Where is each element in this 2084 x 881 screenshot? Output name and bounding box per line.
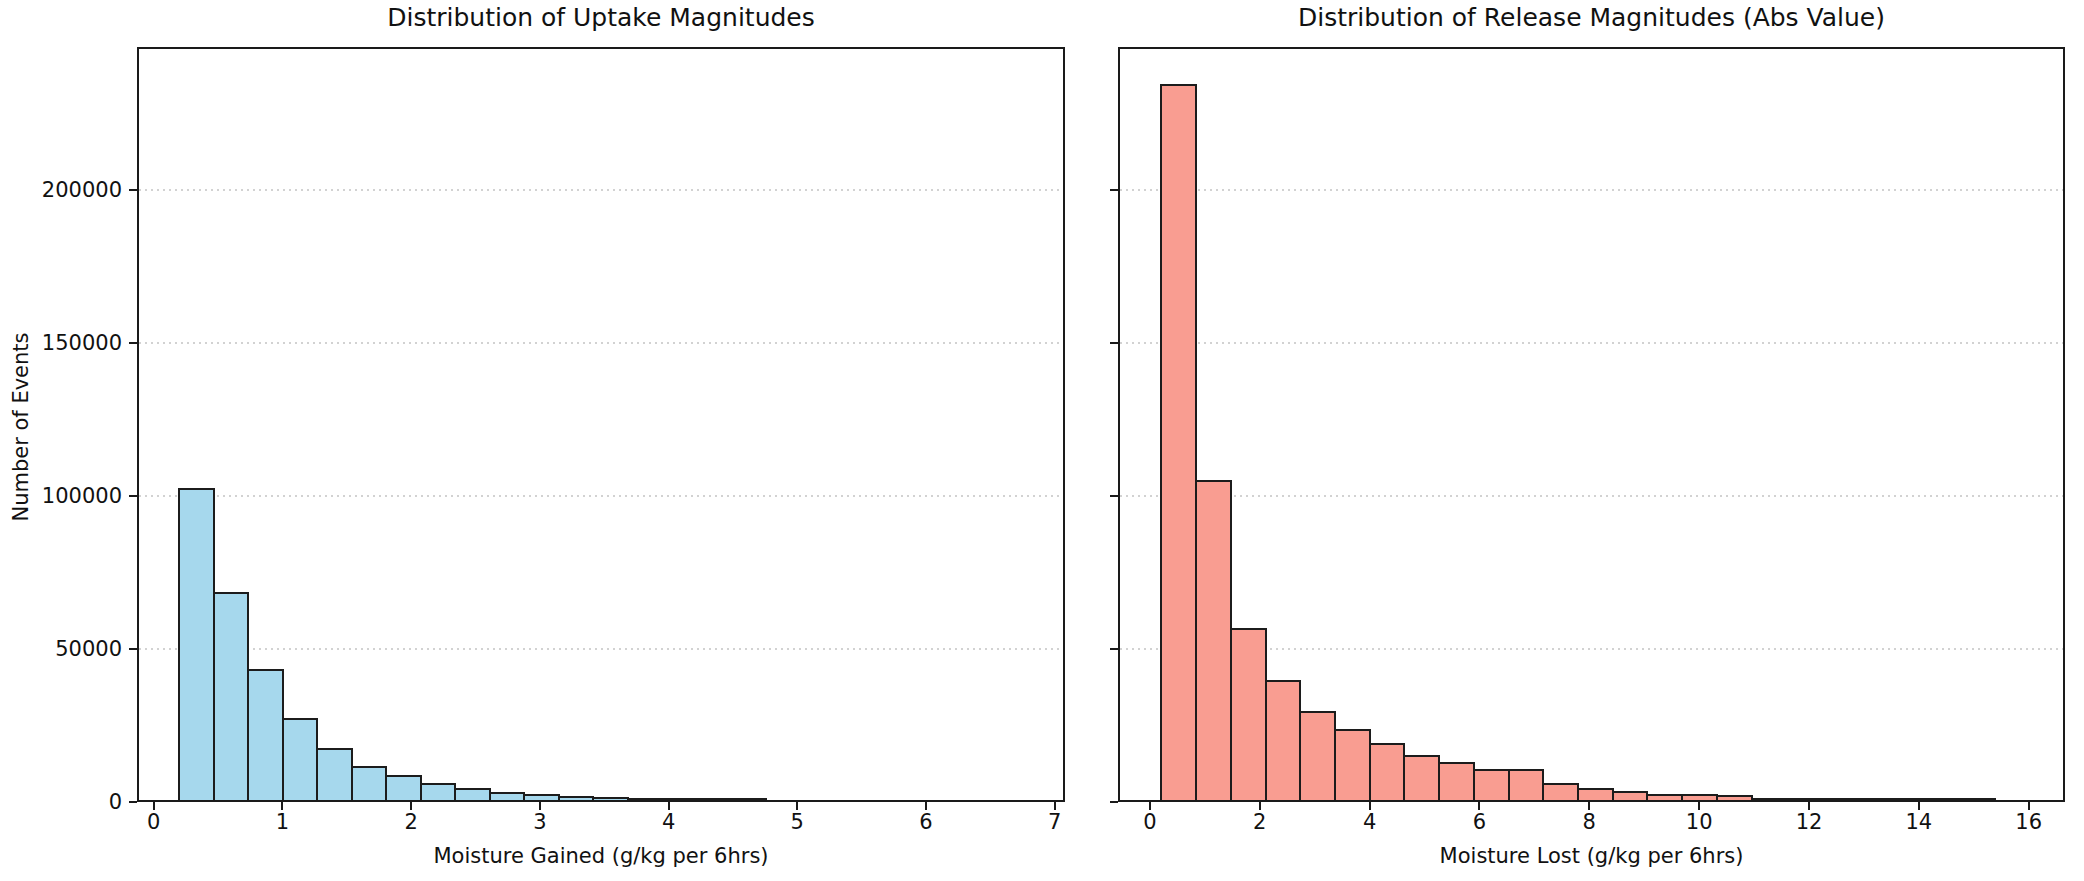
uptake-histogram-bar-15 — [696, 798, 732, 800]
release-y-tick-0 — [1110, 801, 1118, 803]
release-y-tick-200000 — [1110, 189, 1118, 191]
release-histogram-bar-7 — [1403, 755, 1440, 800]
release-gridline-150000 — [1120, 342, 2063, 344]
uptake-x-tick-label-0: 0 — [114, 809, 194, 835]
release-histogram-bar-4 — [1299, 711, 1336, 800]
uptake-y-tick-label-0: 0 — [12, 789, 122, 815]
release-histogram-bar-0 — [1160, 84, 1197, 800]
release-histogram-bar-16 — [1716, 795, 1753, 800]
uptake-chart-title: Distribution of Uptake Magnitudes — [137, 3, 1065, 33]
release-histogram-bar-21 — [1889, 798, 1926, 800]
release-gridline-200000 — [1120, 189, 2063, 191]
uptake-y-tick-label-150000: 150000 — [12, 330, 122, 356]
uptake-x-tick-label-2: 2 — [371, 809, 451, 835]
uptake-histogram-bar-5 — [351, 766, 387, 800]
uptake-histogram-bar-4 — [316, 748, 352, 800]
uptake-x-tick-label-3: 3 — [500, 809, 580, 835]
release-x-tick-label-4: 4 — [1330, 809, 1410, 835]
uptake-y-tick-150000 — [129, 342, 137, 344]
release-histogram-bar-8 — [1438, 762, 1475, 800]
release-x-tick-label-2: 2 — [1220, 809, 1300, 835]
uptake-gridline-100000 — [139, 495, 1063, 497]
release-chart-title: Distribution of Release Magnitudes (Abs … — [1118, 3, 2065, 33]
uptake-x-tick-label-7: 7 — [1015, 809, 1095, 835]
release-histogram-bar-14 — [1646, 794, 1683, 800]
release-plot-area — [1118, 47, 2065, 802]
uptake-plot-area — [137, 47, 1065, 802]
release-x-tick-label-8: 8 — [1549, 809, 1629, 835]
uptake-y-tick-label-50000: 50000 — [12, 636, 122, 662]
release-histogram-bar-3 — [1265, 680, 1302, 800]
uptake-histogram-bar-1 — [213, 592, 249, 800]
uptake-x-axis-label: Moisture Gained (g/kg per 6hrs) — [137, 843, 1065, 869]
release-x-axis-label: Moisture Lost (g/kg per 6hrs) — [1118, 843, 2065, 869]
uptake-histogram-bar-2 — [247, 669, 283, 801]
release-histogram-bar-18 — [1785, 798, 1822, 800]
uptake-y-tick-label-100000: 100000 — [12, 483, 122, 509]
release-y-tick-100000 — [1110, 495, 1118, 497]
uptake-histogram-bar-10 — [523, 794, 559, 800]
uptake-histogram-bar-13 — [627, 798, 663, 800]
uptake-y-tick-label-200000: 200000 — [12, 177, 122, 203]
uptake-histogram-bar-14 — [661, 798, 697, 800]
release-x-tick-label-10: 10 — [1659, 809, 1739, 835]
uptake-histogram-bar-0 — [178, 488, 214, 800]
uptake-histogram-bar-11 — [558, 796, 594, 800]
uptake-x-tick-label-4: 4 — [629, 809, 709, 835]
release-y-tick-150000 — [1110, 342, 1118, 344]
uptake-x-tick-label-6: 6 — [886, 809, 966, 835]
release-histogram-bar-15 — [1681, 794, 1718, 800]
uptake-y-tick-0 — [129, 801, 137, 803]
uptake-histogram-bar-8 — [454, 788, 490, 800]
release-x-tick-label-14: 14 — [1879, 809, 1959, 835]
release-histogram-bar-12 — [1577, 788, 1614, 800]
uptake-histogram-bar-12 — [592, 797, 628, 800]
release-histogram-bar-11 — [1542, 783, 1579, 800]
release-histogram-bar-22 — [1924, 798, 1961, 800]
release-histogram-bar-6 — [1369, 743, 1406, 800]
release-x-tick-label-6: 6 — [1439, 809, 1519, 835]
release-histogram-bar-20 — [1855, 798, 1892, 800]
uptake-histogram-bar-9 — [489, 792, 525, 800]
release-x-tick-label-16: 16 — [1989, 809, 2069, 835]
release-x-tick-label-12: 12 — [1769, 809, 1849, 835]
release-gridline-100000 — [1120, 495, 2063, 497]
release-x-tick-label-0: 0 — [1110, 809, 1190, 835]
uptake-gridline-50000 — [139, 648, 1063, 650]
release-histogram-bar-10 — [1508, 769, 1545, 800]
release-histogram-bar-13 — [1612, 791, 1649, 800]
uptake-y-tick-50000 — [129, 648, 137, 650]
figure: { "chart_data": [ { "type": "bar", "titl… — [0, 0, 2084, 881]
release-histogram-bar-19 — [1820, 798, 1857, 800]
uptake-histogram-bar-7 — [420, 783, 456, 800]
release-y-tick-50000 — [1110, 648, 1118, 650]
release-histogram-bar-23 — [1959, 798, 1996, 800]
release-histogram-bar-1 — [1195, 480, 1232, 800]
release-histogram-bar-9 — [1473, 769, 1510, 800]
uptake-x-tick-label-1: 1 — [242, 809, 322, 835]
uptake-histogram-bar-16 — [730, 798, 766, 800]
uptake-histogram-bar-6 — [385, 775, 421, 800]
release-histogram-bar-2 — [1230, 628, 1267, 800]
uptake-x-tick-label-5: 5 — [757, 809, 837, 835]
uptake-y-tick-200000 — [129, 189, 137, 191]
uptake-gridline-150000 — [139, 342, 1063, 344]
release-histogram-bar-17 — [1751, 798, 1788, 800]
uptake-gridline-200000 — [139, 189, 1063, 191]
uptake-histogram-bar-3 — [282, 718, 318, 800]
uptake-y-tick-100000 — [129, 495, 137, 497]
release-histogram-bar-5 — [1334, 729, 1371, 800]
